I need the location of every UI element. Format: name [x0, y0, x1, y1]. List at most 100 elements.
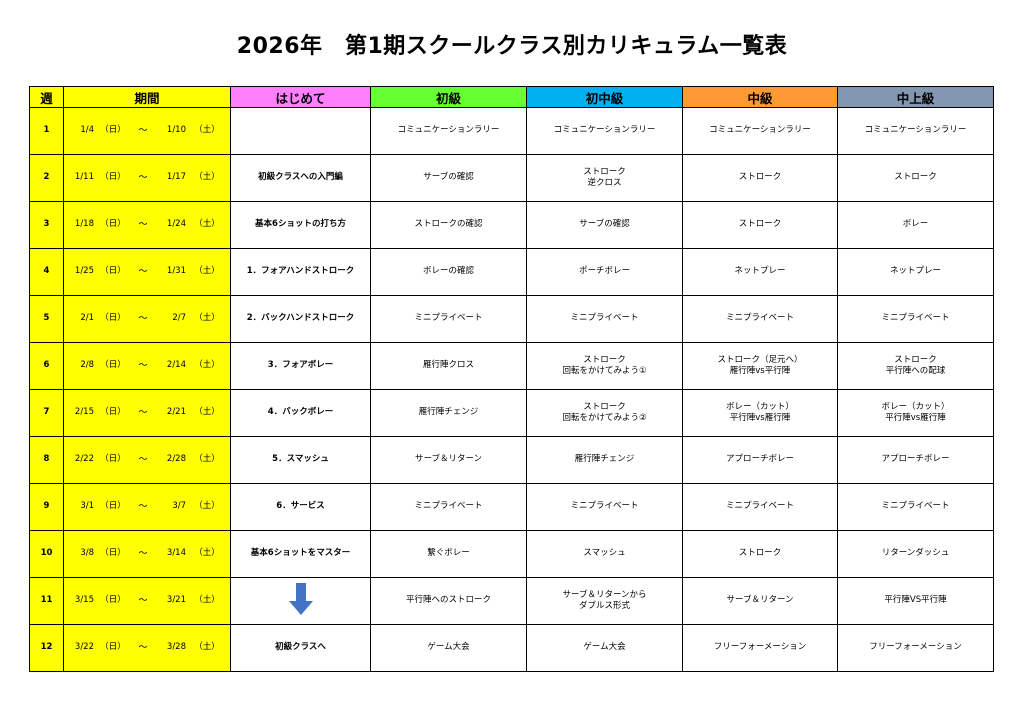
table-row: 5 2/1 （日） ～ 2/7 （土） 2．バックハンドストローク ミニプライベート ミニプライ… — [29, 295, 994, 343]
chu-cell: ストローク — [682, 201, 838, 249]
chu-cell: コミュニケーションラリー — [682, 107, 838, 155]
chu-cell: ストローク — [682, 530, 838, 578]
header-week: 週 — [29, 86, 64, 108]
hajimete-cell: 初級クラスへ — [230, 624, 371, 672]
sho-cell: コミュニケーションラリー — [370, 107, 527, 155]
shochu-cell: サーブの確認 — [526, 201, 683, 249]
shochu-text: ミニプライベート — [570, 313, 639, 324]
period-end: 3/28 — [166, 642, 186, 653]
week-number: 4 — [29, 248, 64, 296]
period-start: 1/4 — [80, 125, 94, 136]
period-start-day: （日） — [100, 548, 126, 559]
period-start: 3/15 — [74, 595, 94, 606]
period-start-day: （日） — [100, 595, 126, 606]
table-row: 4 1/25 （日） ～ 1/31 （土） 1．フォアハンドストローク ボレーの確認 ポーチボレ… — [29, 248, 994, 296]
chujo-text: ストローク — [894, 172, 937, 183]
shochu-text: サーブ＆リターンから — [562, 589, 647, 600]
hajimete-cell: 4．バックボレー — [230, 389, 371, 437]
sho-text: ミニプライベート — [414, 501, 483, 512]
week-number: 12 — [29, 624, 64, 672]
period-end: 1/31 — [166, 266, 186, 277]
period-start-day: （日） — [100, 407, 126, 418]
chujo-text: コミュニケーションラリー — [864, 125, 967, 136]
table-row: 9 3/1 （日） ～ 3/7 （土） 6．サービス ミニプライベート ミニプライベート ミニプラ… — [29, 483, 994, 531]
period-end-day: （土） — [194, 454, 220, 465]
shochu-cell: ストローク 逆クロス — [526, 154, 683, 202]
curriculum-table: 週 期間 はじめて 初級 初中級 中級 中上級 1 1/4 （日） ～ 1/10 （土） コ… — [29, 86, 994, 672]
table-row: 6 2/8 （日） ～ 2/14 （土） 3．フォアボレー 雁行陣クロス ストローク 回転をかけて… — [29, 342, 994, 390]
chujo-cell: ボレー（カット） 平行陣vs雁行陣 — [837, 389, 994, 437]
period-cell: 2/1 （日） ～ 2/7 （土） — [63, 295, 231, 343]
sho-text: サーブの確認 — [423, 172, 474, 183]
week-number: 11 — [29, 577, 64, 625]
period-separator: ～ — [138, 125, 148, 136]
shochu-cell: スマッシュ — [526, 530, 683, 578]
shochu-cell: ゲーム大会 — [526, 624, 683, 672]
period-start-day: （日） — [100, 360, 126, 371]
period-end-day: （土） — [194, 313, 220, 324]
chujo-cell: アプローチボレー — [837, 436, 994, 484]
period-end: 1/17 — [166, 172, 186, 183]
period-separator: ～ — [138, 219, 148, 230]
period-start-day: （日） — [100, 219, 126, 230]
chujo-cell: 平行陣VS平行陣 — [837, 577, 994, 625]
period-cell: 3/22 （日） ～ 3/28 （土） — [63, 624, 231, 672]
period-end-day: （土） — [194, 266, 220, 277]
hajimete-cell: 初級クラスへの入門編 — [230, 154, 371, 202]
chu-text: フリーフォーメーション — [713, 642, 807, 653]
period-end: 3/14 — [166, 548, 186, 559]
shochu-text: 回転をかけてみよう② — [562, 413, 647, 423]
period-separator: ～ — [138, 313, 148, 324]
period-start: 1/11 — [74, 172, 94, 183]
chujo-text: ボレー — [902, 219, 929, 230]
period-start: 2/8 — [80, 360, 94, 371]
shochu-cell: ストローク 回転をかけてみよう① — [526, 342, 683, 390]
chu-cell: ミニプライベート — [682, 483, 838, 531]
chujo-cell: ミニプライベート — [837, 295, 994, 343]
chu-cell: ストローク（足元へ） 雁行陣vs平行陣 — [682, 342, 838, 390]
table-row: 7 2/15 （日） ～ 2/21 （土） 4．バックボレー 雁行陣チェンジ ストローク 回転をか… — [29, 389, 994, 437]
sho-cell: サーブ＆リターン — [370, 436, 527, 484]
shochu-text: ミニプライベート — [570, 501, 639, 512]
period-end: 2/7 — [172, 313, 186, 324]
period-start-day: （日） — [100, 313, 126, 324]
shochu-text: 回転をかけてみよう① — [562, 366, 647, 376]
week-number: 1 — [29, 107, 64, 155]
period-cell: 1/18 （日） ～ 1/24 （土） — [63, 201, 231, 249]
hajimete-cell: 3．フォアボレー — [230, 342, 371, 390]
sho-text: 平行陣へのストローク — [405, 595, 491, 606]
chujo-text: ミニプライベート — [881, 501, 950, 512]
sho-cell: 平行陣へのストローク — [370, 577, 527, 625]
period-separator: ～ — [138, 595, 148, 606]
shochu-text: ポーチボレー — [578, 266, 630, 277]
chujo-text: 平行陣への配球 — [885, 366, 946, 376]
period-start-day: （日） — [100, 454, 126, 465]
period-start-day: （日） — [100, 125, 126, 136]
period-start-day: （日） — [100, 172, 126, 183]
chu-text: サーブ＆リターン — [726, 595, 794, 606]
period-separator: ～ — [138, 501, 148, 512]
chujo-cell: フリーフォーメーション — [837, 624, 994, 672]
header-shokyu: 初級 — [370, 86, 527, 108]
period-cell: 2/8 （日） ～ 2/14 （土） — [63, 342, 231, 390]
sho-text: 雁行陣チェンジ — [418, 407, 479, 418]
chujo-text: リターンダッシュ — [881, 548, 950, 559]
period-end-day: （土） — [194, 548, 220, 559]
period-end: 1/10 — [166, 125, 186, 136]
period-range: 3/1 （日） ～ 3/7 （土） — [65, 501, 230, 513]
period-range: 1/25 （日） ～ 1/31 （土） — [65, 266, 230, 278]
period-separator: ～ — [138, 454, 148, 465]
shochu-text: スマッシュ — [583, 548, 626, 559]
chu-cell: フリーフォーメーション — [682, 624, 838, 672]
period-end: 3/21 — [166, 595, 186, 606]
shochu-text: コミュニケーションラリー — [553, 125, 656, 136]
period-separator: ～ — [138, 360, 148, 371]
chujo-cell: ストローク — [837, 154, 994, 202]
chujo-text: ネットプレー — [889, 266, 941, 277]
chu-text: ボレー（カット） — [725, 401, 794, 412]
period-range: 1/18 （日） ～ 1/24 （土） — [65, 219, 230, 231]
period-cell: 3/8 （日） ～ 3/14 （土） — [63, 530, 231, 578]
period-separator: ～ — [138, 642, 148, 653]
period-end: 2/14 — [166, 360, 186, 371]
hajimete-cell — [230, 577, 371, 625]
